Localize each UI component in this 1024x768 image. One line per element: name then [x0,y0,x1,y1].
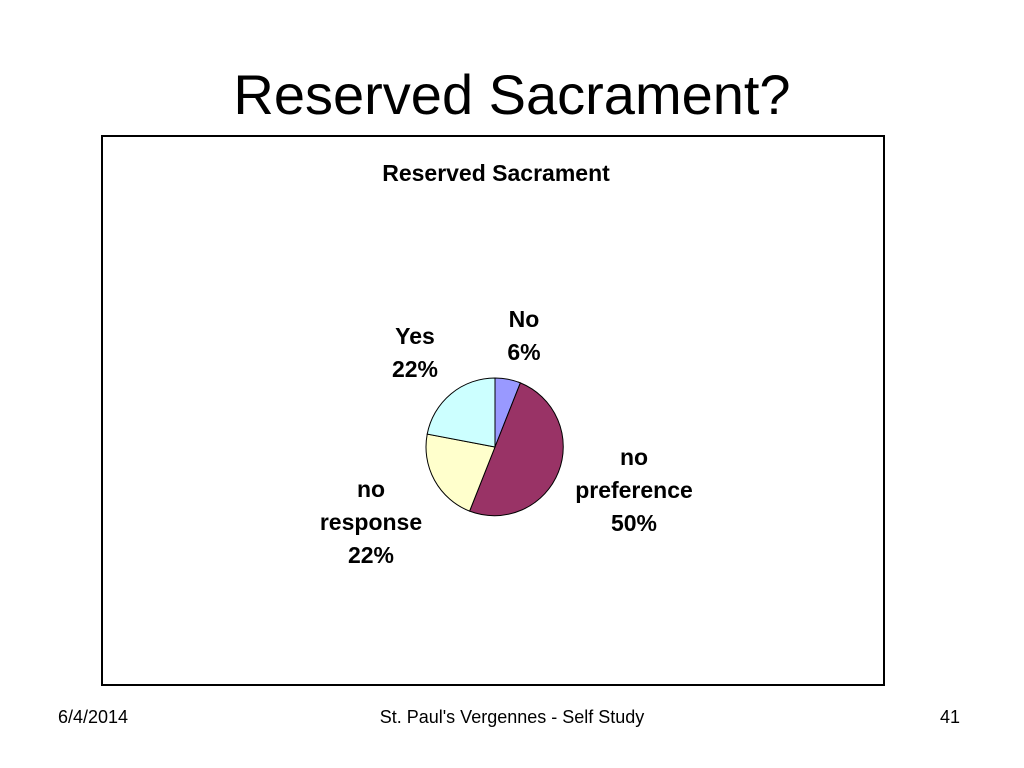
pie-slices [425,377,564,517]
pie-label-no-preference: no preference 50% [575,444,693,536]
chart-title: Reserved Sacrament [382,160,610,186]
pie-label-no: No 6% [507,306,540,365]
pie-labels: No 6% no preference 50% no response 22% Yes 22% [320,306,693,568]
pie-slice-yes [426,377,496,448]
pie-slice-no-preference [468,382,564,517]
pie-chart: Reserved Sacrament No 6% no preference 50% no… [320,160,693,568]
pie-label-no-response: no response 22% [320,476,422,568]
footer-date: 6/4/2014 [58,707,129,727]
slide-title: Reserved Sacrament? [233,63,791,126]
chart-frame: Reserved Sacrament No 6% no preference 50% no… [101,135,885,686]
page-number: 41 [939,707,960,727]
pie-label-yes: Yes 22% [392,323,438,382]
footer-center-text: St. Paul's Vergennes - Self Study [379,707,645,727]
pie-slice-no-response [425,433,496,512]
